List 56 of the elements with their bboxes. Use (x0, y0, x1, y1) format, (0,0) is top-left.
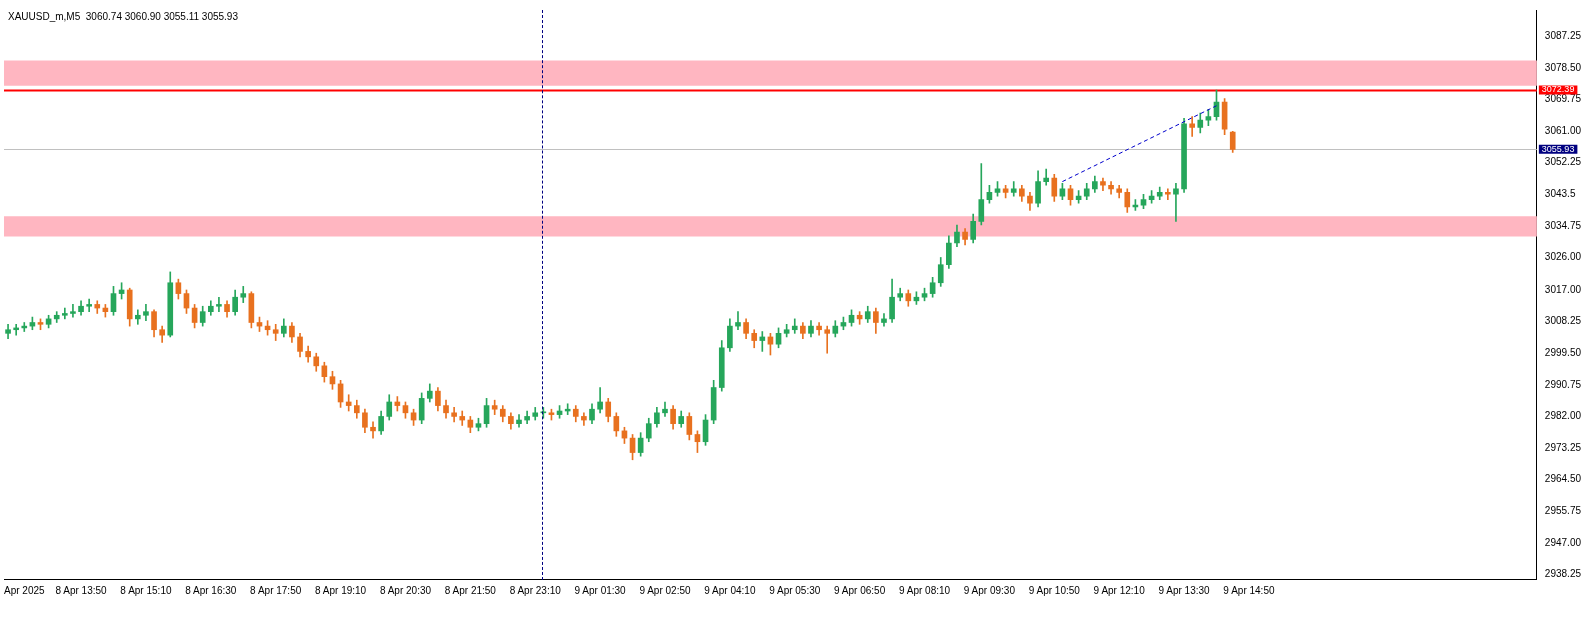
candlestick (581, 412, 587, 426)
candlestick (70, 304, 76, 318)
y-tick-label: 2938.25 (1544, 568, 1582, 580)
x-tick-label: 8 Apr 15:10 (120, 584, 172, 596)
y-tick-label: 2955.75 (1544, 505, 1582, 517)
y-tick-label: 3034.75 (1544, 219, 1582, 231)
x-tick-label: 9 Apr 05:30 (769, 584, 821, 596)
x-tick-label: 9 Apr 10:50 (1028, 584, 1081, 596)
x-tick-label: 9 Apr 08:10 (898, 584, 951, 596)
candlestick (86, 298, 92, 312)
x-tick-label: 8 Apr 23:10 (509, 584, 562, 596)
candlestick (345, 394, 352, 412)
candlestick (1043, 168, 1050, 186)
y-tick-label: 2947.00 (1544, 536, 1582, 548)
x-tick-label: 8 Apr 20:30 (379, 584, 432, 596)
candlestick (216, 296, 222, 312)
x-tick-label: 9 Apr 14:50 (1223, 584, 1275, 596)
y-tick-label: 3078.50 (1544, 61, 1582, 73)
y-tick-label: 2990.75 (1544, 378, 1582, 390)
x-tick-label: 8 Apr 21:50 (444, 584, 497, 596)
y-tick-label: 3017.00 (1544, 283, 1582, 295)
x-tick-label: 8 Apr 17:50 (250, 584, 302, 596)
y-tick-label: 3069.75 (1544, 93, 1582, 105)
x-tick-label: 8 Apr 16:30 (185, 584, 237, 596)
y-tick-label: 2982.00 (1544, 410, 1582, 422)
y-tick-label: 2999.50 (1544, 346, 1582, 358)
candlestick (1173, 183, 1179, 222)
candlestick (824, 325, 831, 354)
x-tick-label: 9 Apr 01:30 (574, 584, 627, 596)
x-tick-label: 9 Apr 12:10 (1093, 584, 1146, 596)
y-tick-label: 2964.50 (1544, 473, 1582, 485)
candlestick (94, 300, 101, 314)
ref-line-label: 3055.93 (1541, 143, 1575, 154)
y-tick-label: 2973.25 (1544, 441, 1582, 453)
y-tick-label: 3043.5 (1544, 188, 1576, 199)
candlestick (759, 331, 766, 352)
candlestick (516, 414, 522, 428)
ref-line-label: 3072.39 (1541, 84, 1575, 95)
x-tick-label: 9 Apr 06:50 (834, 584, 886, 596)
x-tick-label: Apr 2025 (3, 584, 45, 596)
y-tick-label: 3087.25 (1544, 29, 1582, 41)
x-tick-label: 8 Apr 13:50 (55, 584, 108, 596)
x-tick-label: 9 Apr 02:50 (639, 584, 691, 596)
x-tick-label: 9 Apr 04:10 (704, 584, 756, 596)
x-tick-label: 9 Apr 09:30 (963, 584, 1016, 596)
y-tick-label: 3026.00 (1544, 251, 1582, 263)
x-tick-label: 9 Apr 13:30 (1158, 584, 1211, 596)
y-tick-label: 3008.25 (1544, 315, 1582, 327)
candlestick (1189, 116, 1195, 137)
candlestick (1108, 181, 1114, 195)
y-tick-label: 3061.00 (1544, 124, 1582, 136)
x-tick-label: 8 Apr 19:10 (315, 584, 367, 596)
candlestick (735, 311, 741, 331)
chart-title: XAUUSD_m,M5 3060.74 3060.90 3055.11 3055.93 (8, 10, 239, 22)
y-tick-label: 3052.25 (1544, 156, 1582, 168)
candlestick (1165, 188, 1171, 200)
